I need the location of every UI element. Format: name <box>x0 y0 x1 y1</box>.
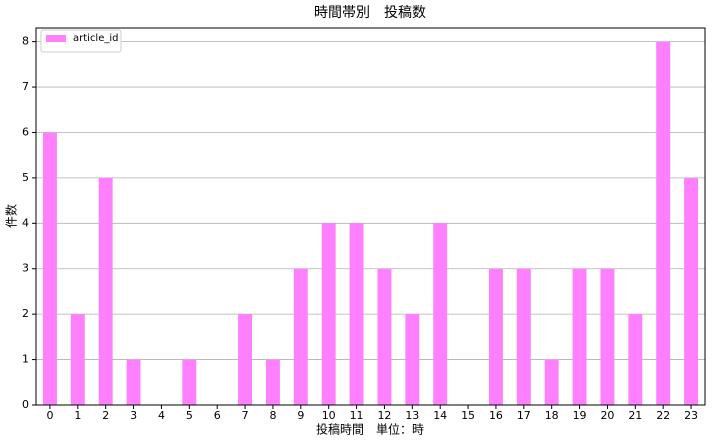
y-tick-label: 3 <box>22 262 29 275</box>
x-tick-label: 23 <box>684 409 698 422</box>
bar <box>544 359 559 405</box>
x-tick-label: 9 <box>297 409 304 422</box>
bar <box>684 177 699 405</box>
x-tick-label: 22 <box>656 409 670 422</box>
x-tick-label: 21 <box>628 409 642 422</box>
bar <box>126 359 141 405</box>
bar <box>98 177 113 405</box>
bar <box>182 359 197 405</box>
bar <box>405 314 420 405</box>
bar <box>600 268 615 405</box>
bar <box>488 268 503 405</box>
legend-label: article_id <box>73 33 119 44</box>
bar <box>349 223 364 405</box>
x-tick-label: 13 <box>405 409 419 422</box>
bar <box>377 268 392 405</box>
x-tick-label: 20 <box>600 409 614 422</box>
y-tick-label: 5 <box>22 171 29 184</box>
y-tick-label: 8 <box>22 35 29 48</box>
bar <box>321 223 336 405</box>
bar <box>265 359 280 405</box>
x-tick-label: 11 <box>350 409 364 422</box>
x-tick-label: 3 <box>130 409 137 422</box>
x-tick-label: 5 <box>186 409 193 422</box>
y-tick-label: 2 <box>22 307 29 320</box>
x-tick-label: 19 <box>573 409 587 422</box>
bar <box>433 223 448 405</box>
x-tick-label: 8 <box>269 409 276 422</box>
x-axis-label: 投稿時間 単位：時 <box>316 422 424 437</box>
y-axis-label: 件数 <box>4 204 19 228</box>
x-tick-label: 12 <box>377 409 391 422</box>
x-tick-label: 4 <box>158 409 165 422</box>
x-tick-label: 6 <box>214 409 221 422</box>
bar <box>238 314 253 405</box>
y-tick-label: 6 <box>22 125 29 138</box>
x-tick-label: 7 <box>242 409 249 422</box>
x-tick-label: 10 <box>322 409 336 422</box>
y-tick-label: 1 <box>22 353 29 366</box>
bar <box>516 268 531 405</box>
plot-frame <box>35 27 706 406</box>
bar <box>628 314 643 405</box>
y-tick-label: 4 <box>22 216 29 229</box>
x-tick-label: 18 <box>545 409 559 422</box>
bar <box>656 41 671 406</box>
bar <box>42 132 57 405</box>
x-tick-label: 16 <box>489 409 503 422</box>
x-tick-label: 0 <box>46 409 53 422</box>
bar <box>572 268 587 405</box>
y-tick-label: 0 <box>22 398 29 411</box>
x-tick-label: 1 <box>74 409 81 422</box>
x-tick-label: 2 <box>102 409 109 422</box>
x-tick-label: 14 <box>433 409 447 422</box>
y-tick-label: 7 <box>22 80 29 93</box>
bar <box>293 268 308 405</box>
legend-swatch <box>46 35 66 42</box>
x-tick-label: 15 <box>461 409 475 422</box>
bar <box>70 314 85 405</box>
x-tick-label: 17 <box>517 409 531 422</box>
chart-title: 時間帯別 投稿数 <box>314 5 426 21</box>
